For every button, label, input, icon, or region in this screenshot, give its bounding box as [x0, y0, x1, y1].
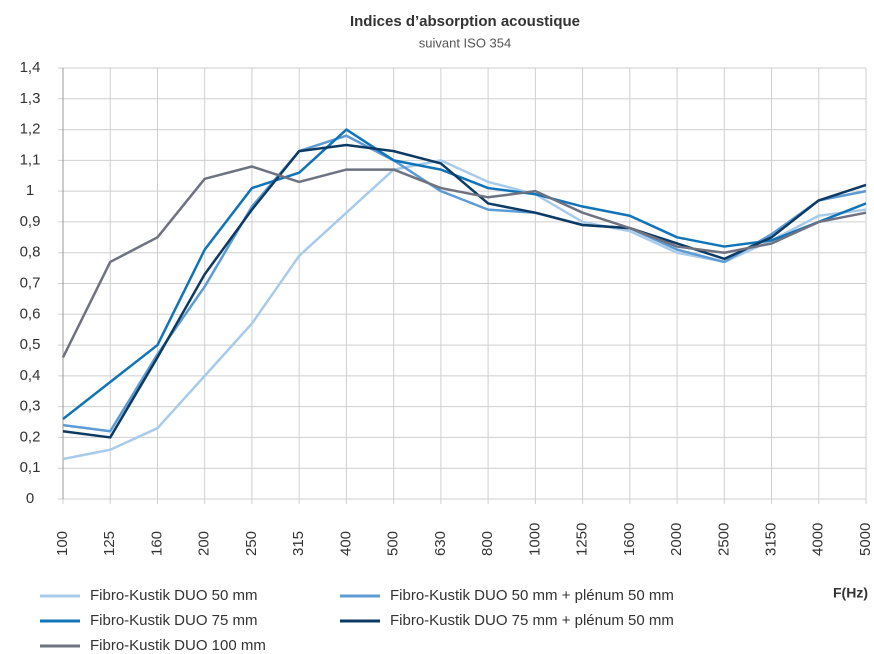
x-tick-label: 800: [479, 531, 496, 556]
y-tick-label: 0: [26, 490, 34, 507]
y-tick-label: 1,1: [20, 151, 41, 168]
series-line: [62, 143, 867, 439]
x-tick-label: 1600: [621, 523, 638, 556]
y-tick-label: 0,7: [20, 274, 41, 291]
x-tick-label: 2000: [668, 523, 685, 556]
x-tick-label: 315: [290, 531, 307, 556]
x-tick-label: 250: [243, 531, 260, 556]
series-line: [62, 128, 867, 420]
y-tick-label: 0,9: [20, 213, 41, 230]
legend-label: Fibro-Kustik DUO 75 mm + plénum 50 mm: [390, 612, 674, 629]
y-tick-label: 0,3: [20, 398, 41, 415]
x-tick-label: 1000: [526, 523, 543, 556]
y-tick-label: 0,2: [20, 428, 41, 445]
chart-title: Indices d’absorption acoustique: [350, 13, 580, 30]
series-line: [61, 165, 867, 358]
y-tick-label: 1,4: [20, 59, 41, 76]
x-tick-label: 100: [54, 531, 71, 556]
y-tick-label: 0,4: [20, 367, 41, 384]
y-tick-label: 0,5: [20, 336, 41, 353]
x-tick-label: 400: [337, 531, 354, 556]
legend-label: Fibro-Kustik DUO 75 mm: [90, 612, 258, 629]
x-tick-label: 3150: [762, 523, 779, 556]
x-axis-label: F(Hz): [833, 585, 868, 601]
x-tick-label: 160: [148, 531, 165, 556]
y-tick-label: 0,1: [20, 459, 41, 476]
x-tick-label: 200: [196, 531, 213, 556]
x-tick-label: 500: [385, 531, 402, 556]
x-tick-label: 1250: [574, 523, 591, 556]
y-tick-label: 1,2: [20, 121, 41, 138]
y-tick-label: 0,6: [20, 305, 41, 322]
legend-label: Fibro-Kustik DUO 50 mm: [90, 587, 258, 604]
chart-subtitle: suivant ISO 354: [419, 35, 512, 50]
x-tick-label: 4000: [810, 523, 827, 556]
y-tick-label: 0,8: [20, 244, 41, 261]
legend-label: Fibro-Kustik DUO 100 mm: [90, 637, 266, 654]
x-tick-label: 125: [101, 531, 118, 556]
y-tick-label: 1: [26, 182, 34, 199]
x-tick-label: 5000: [857, 523, 874, 556]
x-tick-label: 630: [432, 531, 449, 556]
series-line: [62, 134, 867, 433]
y-tick-label: 1,3: [20, 90, 41, 107]
legend-label: Fibro-Kustik DUO 50 mm + plénum 50 mm: [390, 587, 674, 604]
x-tick-label: 2500: [715, 523, 732, 556]
